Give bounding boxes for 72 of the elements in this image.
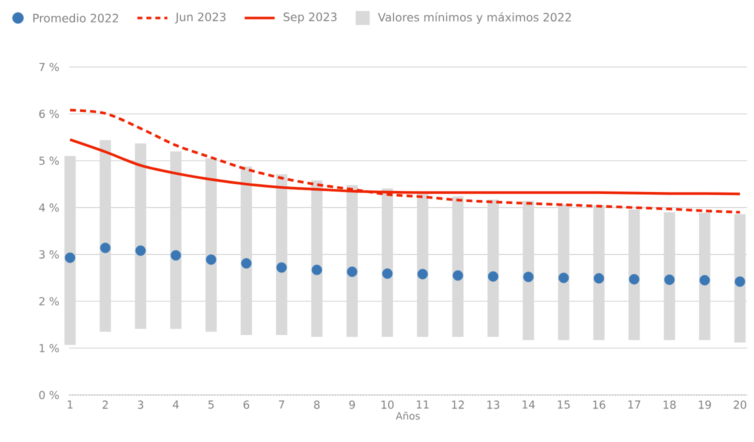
point — [312, 264, 322, 276]
legend-label: Sep 2023 — [284, 12, 337, 24]
x-tick-label: 11 — [416, 400, 429, 409]
bar — [205, 158, 217, 332]
bar — [628, 209, 640, 340]
point — [241, 258, 252, 269]
y-tick-label: 4 % — [39, 203, 59, 212]
x-tick-label: 14 — [522, 400, 535, 409]
point — [417, 268, 428, 280]
y-tick-label: 6 % — [39, 110, 59, 118]
point — [64, 252, 76, 263]
x-axis-title: Años — [396, 412, 420, 420]
legend-label: Promedio 2022 — [33, 14, 118, 22]
bar — [100, 140, 111, 332]
bar — [452, 196, 464, 337]
x-tick-label: 9 — [349, 400, 355, 409]
line-series — [68, 108, 742, 214]
x-tick-label: 19 — [698, 400, 711, 409]
bar — [488, 200, 499, 337]
bar — [558, 204, 570, 340]
x-tick-label: 6 — [244, 400, 250, 409]
y-tick-label: 2 % — [39, 297, 59, 306]
x-tick-label: 15 — [558, 400, 570, 409]
point — [100, 242, 111, 254]
bar — [522, 201, 534, 340]
bar — [134, 143, 146, 329]
x-tick-label: 2 — [102, 400, 108, 409]
bar — [699, 212, 710, 340]
y-tick-label: 0 % — [39, 390, 59, 400]
point — [382, 268, 393, 279]
x-tick-label: 1 — [68, 400, 73, 409]
point — [664, 274, 675, 285]
x-tick-label: 8 — [314, 400, 320, 409]
point — [700, 275, 710, 286]
x-tick-label: 7 — [279, 400, 284, 409]
y-tick-label: 1 % — [40, 344, 59, 352]
bar — [346, 185, 358, 337]
point — [734, 276, 746, 287]
y-tick-label: 5 % — [39, 156, 59, 165]
x-tick-label: 5 — [208, 400, 214, 409]
x-tick-label: 13 — [487, 400, 500, 409]
x-tick-label: 3 — [138, 400, 144, 409]
point — [523, 272, 534, 282]
bar — [664, 212, 676, 340]
point — [628, 274, 640, 284]
bar — [593, 205, 605, 340]
bar — [170, 151, 182, 329]
point — [135, 245, 146, 256]
x-tick-label: 17 — [628, 400, 640, 409]
point — [594, 273, 604, 284]
point — [488, 271, 498, 282]
legend-label: Valores mínimos y máximos 2022 — [378, 12, 571, 24]
x-tick-label: 20 — [734, 400, 746, 409]
x-tick-label: 12 — [452, 400, 464, 409]
bar — [276, 174, 288, 336]
y-tick-label: 7 % — [39, 62, 59, 72]
x-tick-label: 4 — [172, 400, 179, 409]
point — [276, 262, 287, 273]
point — [346, 266, 358, 277]
legend-label: Jun 2023 — [174, 12, 226, 24]
x-tick-label: 10 — [382, 400, 394, 409]
y-tick-label: 3 % — [39, 250, 59, 259]
point — [558, 272, 569, 284]
bar — [416, 194, 428, 337]
x-tick-label: 16 — [593, 400, 606, 409]
bar — [311, 180, 323, 337]
x-tick-label: 18 — [664, 400, 676, 409]
point — [206, 254, 216, 265]
point — [170, 250, 182, 261]
bar — [382, 188, 394, 337]
bar — [240, 166, 252, 336]
point — [452, 270, 464, 281]
